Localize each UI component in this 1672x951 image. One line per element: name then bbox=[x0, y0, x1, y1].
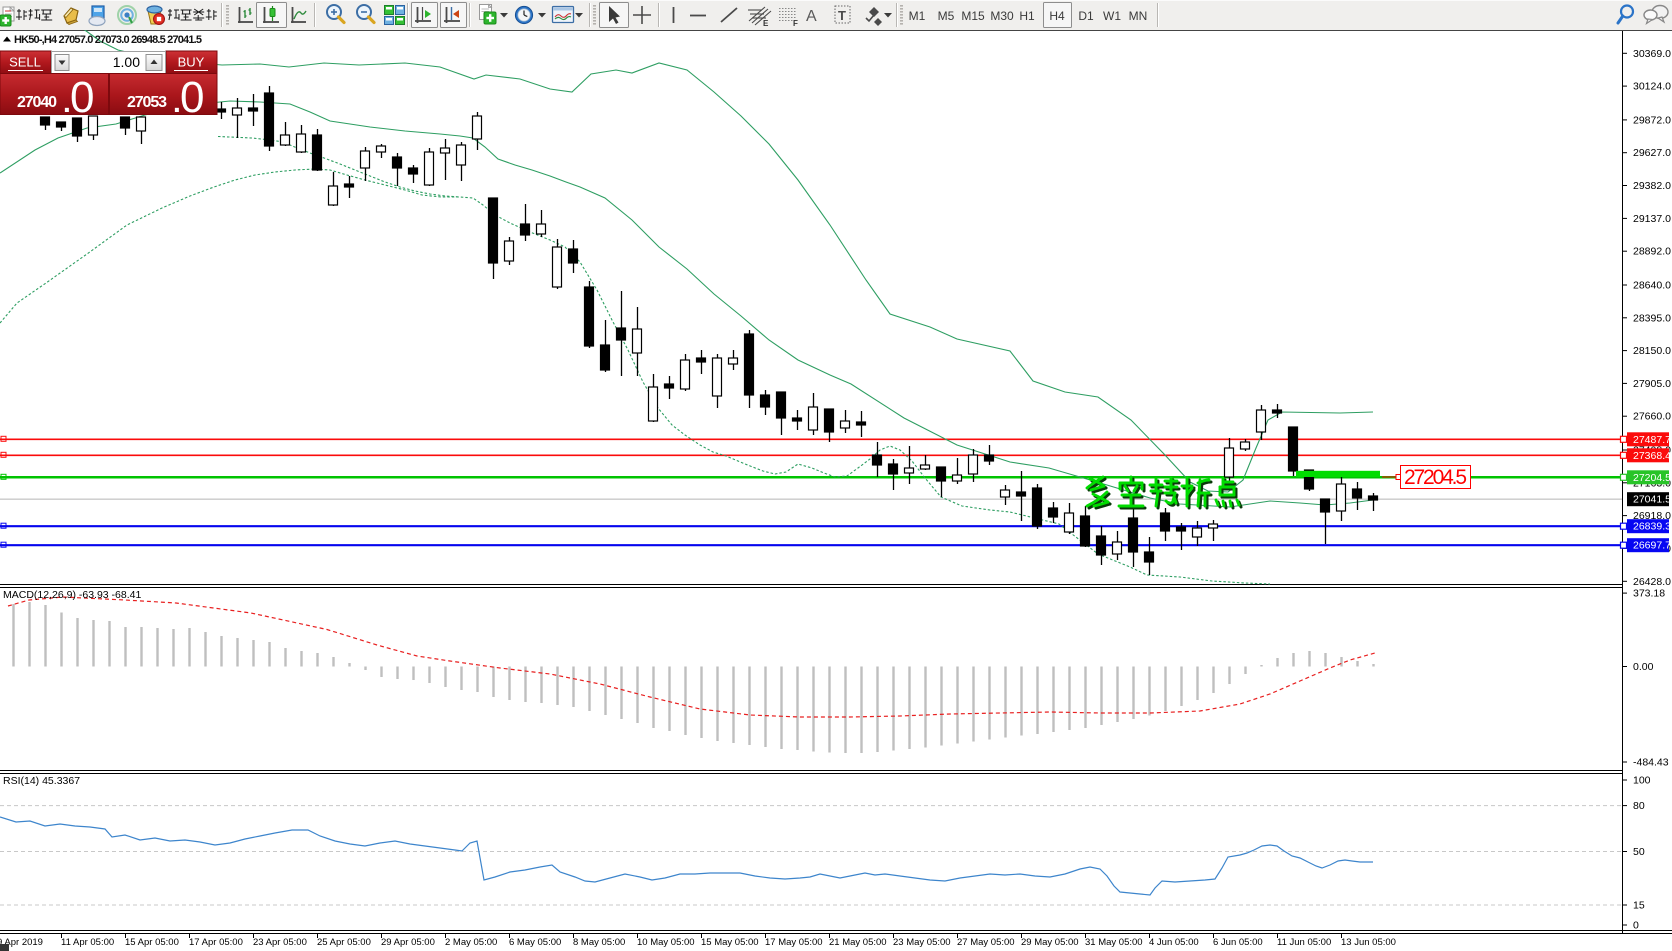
svg-text:F: F bbox=[793, 19, 798, 28]
svg-text:23 May 05:00: 23 May 05:00 bbox=[893, 937, 951, 948]
svg-text:27040: 27040 bbox=[17, 94, 57, 111]
svg-text:6 Jun 05:00: 6 Jun 05:00 bbox=[1213, 937, 1263, 948]
svg-text:28395.0: 28395.0 bbox=[1633, 312, 1671, 324]
svg-text:W1: W1 bbox=[1103, 9, 1121, 23]
svg-text:11 Jun 05:00: 11 Jun 05:00 bbox=[1277, 937, 1331, 948]
svg-text:0.00: 0.00 bbox=[1633, 661, 1654, 673]
svg-text:17 Apr 05:00: 17 Apr 05:00 bbox=[189, 937, 243, 948]
svg-text:2 May 05:00: 2 May 05:00 bbox=[445, 937, 497, 948]
svg-text:29 Apr 05:00: 29 Apr 05:00 bbox=[381, 937, 435, 948]
svg-text:0: 0 bbox=[70, 73, 94, 122]
svg-text:0: 0 bbox=[1633, 920, 1639, 932]
svg-text:M1: M1 bbox=[909, 9, 926, 23]
svg-text:373.18: 373.18 bbox=[1633, 588, 1665, 600]
svg-text:30124.0: 30124.0 bbox=[1633, 81, 1671, 93]
svg-text:100: 100 bbox=[1633, 775, 1651, 787]
svg-text:27204.5: 27204.5 bbox=[1633, 472, 1671, 484]
svg-text:29627.0: 29627.0 bbox=[1633, 147, 1671, 159]
svg-text:27 May 05:00: 27 May 05:00 bbox=[957, 937, 1015, 948]
svg-text:H1: H1 bbox=[1019, 9, 1035, 23]
svg-text:T: T bbox=[838, 8, 846, 23]
svg-text:A: A bbox=[806, 8, 817, 25]
svg-text:15 May 05:00: 15 May 05:00 bbox=[701, 937, 759, 948]
svg-text:1.00: 1.00 bbox=[113, 54, 140, 70]
svg-text:27905.0: 27905.0 bbox=[1633, 378, 1671, 390]
svg-text:6 May 05:00: 6 May 05:00 bbox=[509, 937, 561, 948]
svg-text:29 May 05:00: 29 May 05:00 bbox=[1021, 937, 1079, 948]
svg-text:50: 50 bbox=[1633, 846, 1645, 858]
svg-text:25 Apr 05:00: 25 Apr 05:00 bbox=[317, 937, 371, 948]
svg-text:9 Apr 2019: 9 Apr 2019 bbox=[0, 937, 43, 948]
svg-text:8 May 05:00: 8 May 05:00 bbox=[573, 937, 625, 948]
svg-text:28892.0: 28892.0 bbox=[1633, 246, 1671, 258]
svg-text:27368.4: 27368.4 bbox=[1633, 450, 1671, 462]
svg-text:30369.0: 30369.0 bbox=[1633, 48, 1671, 60]
svg-text:4 Jun 05:00: 4 Jun 05:00 bbox=[1149, 937, 1199, 948]
svg-text:.: . bbox=[173, 87, 181, 118]
svg-text:27660.0: 27660.0 bbox=[1633, 411, 1671, 423]
svg-text:MACD(12,26,9) -63.93 -68.41: MACD(12,26,9) -63.93 -68.41 bbox=[3, 589, 141, 601]
svg-text:SELL: SELL bbox=[9, 55, 41, 70]
svg-text:M15: M15 bbox=[961, 9, 985, 23]
svg-text:15: 15 bbox=[1633, 900, 1645, 912]
svg-text:M5: M5 bbox=[938, 9, 955, 23]
svg-text:D1: D1 bbox=[1078, 9, 1094, 23]
svg-text:27053: 27053 bbox=[127, 94, 167, 111]
svg-text:MN: MN bbox=[1129, 9, 1148, 23]
svg-text:26428.0: 26428.0 bbox=[1633, 576, 1671, 588]
svg-text:13 Jun 05:00: 13 Jun 05:00 bbox=[1341, 937, 1396, 948]
svg-text:31 May 05:00: 31 May 05:00 bbox=[1085, 937, 1143, 948]
svg-text:0: 0 bbox=[180, 73, 204, 122]
svg-text:29137.0: 29137.0 bbox=[1633, 213, 1671, 225]
svg-text:HK50-,H4 27057.0 27073.0 2694: HK50-,H4 27057.0 27073.0 26948.5 27041.5 bbox=[14, 34, 202, 46]
svg-text:BUY: BUY bbox=[178, 55, 205, 70]
svg-text:M30: M30 bbox=[990, 9, 1014, 23]
svg-text:29872.0: 29872.0 bbox=[1633, 114, 1671, 126]
svg-text:-484.43: -484.43 bbox=[1633, 757, 1669, 769]
svg-text:26839.3: 26839.3 bbox=[1633, 521, 1671, 533]
svg-text:26697.7: 26697.7 bbox=[1633, 540, 1671, 552]
svg-text:26918.0: 26918.0 bbox=[1633, 510, 1671, 522]
svg-text:29382.0: 29382.0 bbox=[1633, 180, 1671, 192]
svg-text:.: . bbox=[63, 87, 71, 118]
svg-text:15 Apr 05:00: 15 Apr 05:00 bbox=[125, 937, 179, 948]
svg-text:27487.7: 27487.7 bbox=[1633, 434, 1671, 446]
svg-text:11 Apr 05:00: 11 Apr 05:00 bbox=[61, 937, 114, 948]
svg-text:17 May 05:00: 17 May 05:00 bbox=[765, 937, 823, 948]
svg-text:27041.5: 27041.5 bbox=[1633, 494, 1671, 506]
svg-text:H4: H4 bbox=[1049, 9, 1065, 23]
svg-text:80: 80 bbox=[1633, 800, 1645, 812]
svg-text:RSI(14) 45.3367: RSI(14) 45.3367 bbox=[3, 775, 80, 787]
svg-text:28150.0: 28150.0 bbox=[1633, 345, 1671, 357]
svg-text:21 May 05:00: 21 May 05:00 bbox=[829, 937, 887, 948]
svg-text:10 May 05:00: 10 May 05:00 bbox=[637, 937, 695, 948]
svg-text:23 Apr 05:00: 23 Apr 05:00 bbox=[253, 937, 307, 948]
svg-text:E: E bbox=[763, 19, 769, 28]
svg-text:28640.0: 28640.0 bbox=[1633, 280, 1671, 292]
svg-text:27204.5: 27204.5 bbox=[1404, 466, 1467, 489]
